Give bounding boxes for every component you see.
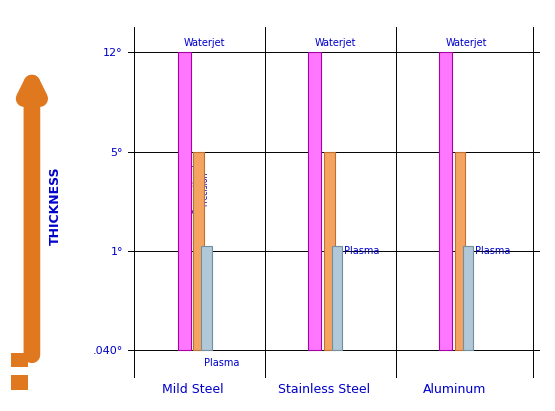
Text: Waterjet: Waterjet (446, 38, 487, 48)
Text: Conventional: Conventional (193, 164, 201, 214)
Bar (309, 52, 321, 350)
Text: Plasma: Plasma (204, 358, 239, 368)
FancyBboxPatch shape (11, 375, 28, 390)
Text: Precision: Precision (200, 172, 209, 206)
Text: Plasma: Plasma (475, 246, 510, 256)
Bar (178, 52, 190, 350)
Text: THICKNESS: THICKNESS (49, 166, 62, 245)
Bar (324, 152, 335, 350)
Bar (201, 246, 211, 350)
Text: Waterjet: Waterjet (184, 38, 225, 48)
Text: Plasma: Plasma (344, 246, 379, 256)
Text: Waterjet: Waterjet (315, 38, 356, 48)
Bar (332, 246, 342, 350)
Bar (463, 246, 473, 350)
FancyBboxPatch shape (11, 353, 28, 367)
Bar (439, 52, 452, 350)
Bar (455, 152, 466, 350)
Bar (193, 152, 204, 350)
